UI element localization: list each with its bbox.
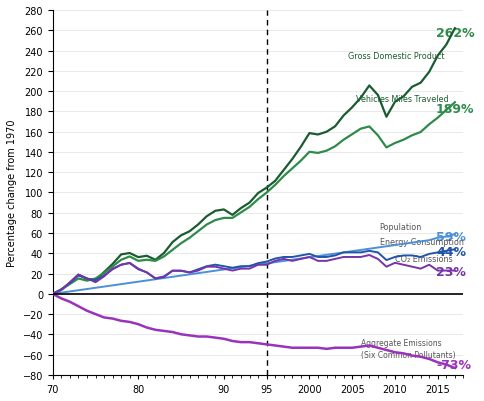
Text: -73%: -73% — [436, 358, 471, 371]
Text: Energy Consumption: Energy Consumption — [379, 237, 464, 246]
Text: 23%: 23% — [436, 265, 466, 278]
Y-axis label: Percentage change from 1970: Percentage change from 1970 — [7, 119, 17, 267]
Text: Gross Domestic Product: Gross Domestic Product — [348, 52, 444, 61]
Text: Vehicles Miles Traveled: Vehicles Miles Traveled — [357, 95, 449, 103]
Text: 44%: 44% — [436, 245, 466, 258]
Text: Aggregate Emissions
(Six Common Pollutants): Aggregate Emissions (Six Common Pollutan… — [361, 338, 455, 359]
Text: 262%: 262% — [436, 27, 475, 40]
Text: CO₂ Emissions: CO₂ Emissions — [395, 254, 453, 263]
Text: Population: Population — [379, 223, 422, 232]
Text: 59%: 59% — [436, 230, 466, 243]
Text: 189%: 189% — [436, 103, 474, 115]
